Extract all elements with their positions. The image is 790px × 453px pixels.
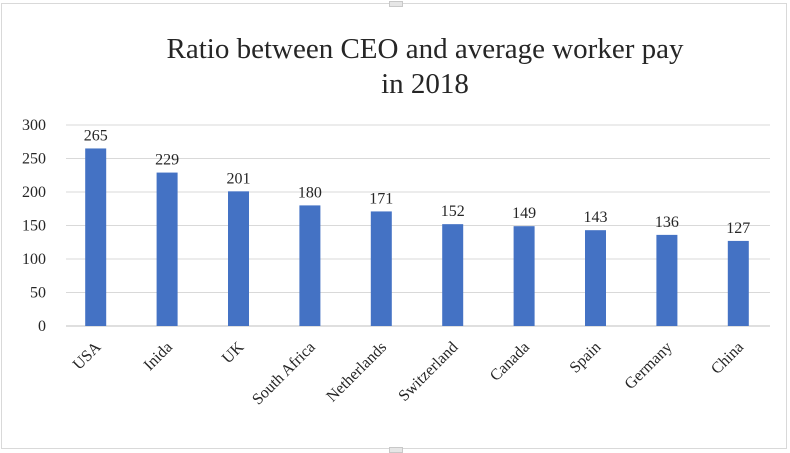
bar-south-africa	[299, 205, 321, 326]
x-tick-label: UK	[219, 338, 248, 367]
x-tick-label: China	[708, 339, 747, 378]
data-label: 265	[84, 127, 108, 144]
bars	[85, 148, 749, 326]
data-label: 229	[155, 152, 179, 169]
data-label: 143	[584, 209, 608, 226]
x-tick-label: Switzerland	[395, 339, 461, 405]
y-tick-label: 300	[22, 117, 46, 134]
data-label: 149	[512, 205, 536, 222]
bar-usa	[85, 148, 107, 326]
y-axis-tick-labels: 0 50 100 150 200 250 300	[22, 117, 46, 335]
y-tick-label: 100	[22, 251, 46, 268]
chart-title-line-1: Ratio between CEO and average worker pay	[167, 33, 684, 65]
x-axis-tick-labels: USA Inida UK South Africa Netherlands Switzer…	[70, 338, 747, 408]
x-tick-label: Inida	[141, 339, 176, 374]
data-label: 171	[369, 190, 393, 207]
bar-germany	[656, 234, 678, 326]
data-label: 201	[227, 170, 251, 187]
x-tick-label: Netherlands	[323, 339, 390, 406]
data-labels: 265 229 201 180 171 152 149 143 136 127	[84, 127, 751, 236]
data-label: 136	[655, 214, 679, 231]
y-tick-label: 50	[30, 285, 46, 302]
bar-uk	[228, 191, 249, 326]
bar-netherlands	[370, 211, 392, 326]
chart-title: Ratio between CEO and average worker pay…	[167, 33, 684, 100]
x-tick-label: Germany	[622, 339, 676, 393]
y-tick-label: 150	[22, 218, 46, 235]
bar-canada	[513, 226, 535, 326]
bar-spain	[585, 230, 606, 326]
x-tick-label: Spain	[567, 339, 605, 377]
y-tick-label: 0	[38, 318, 46, 335]
y-tick-label: 200	[22, 184, 46, 201]
bar-china	[727, 240, 749, 326]
resize-handle-top[interactable]	[389, 1, 403, 7]
y-tick-label: 250	[22, 151, 46, 168]
data-label: 127	[726, 220, 750, 237]
data-label: 180	[298, 184, 322, 201]
chart-title-line-2: in 2018	[381, 68, 469, 100]
x-tick-label: USA	[70, 338, 105, 373]
x-tick-label: South Africa	[249, 339, 319, 409]
bar-switzerland	[442, 224, 464, 326]
bar-inida	[156, 172, 178, 326]
gridlines	[66, 124, 770, 327]
x-tick-label: Canada	[487, 339, 533, 385]
data-label: 152	[441, 203, 465, 220]
